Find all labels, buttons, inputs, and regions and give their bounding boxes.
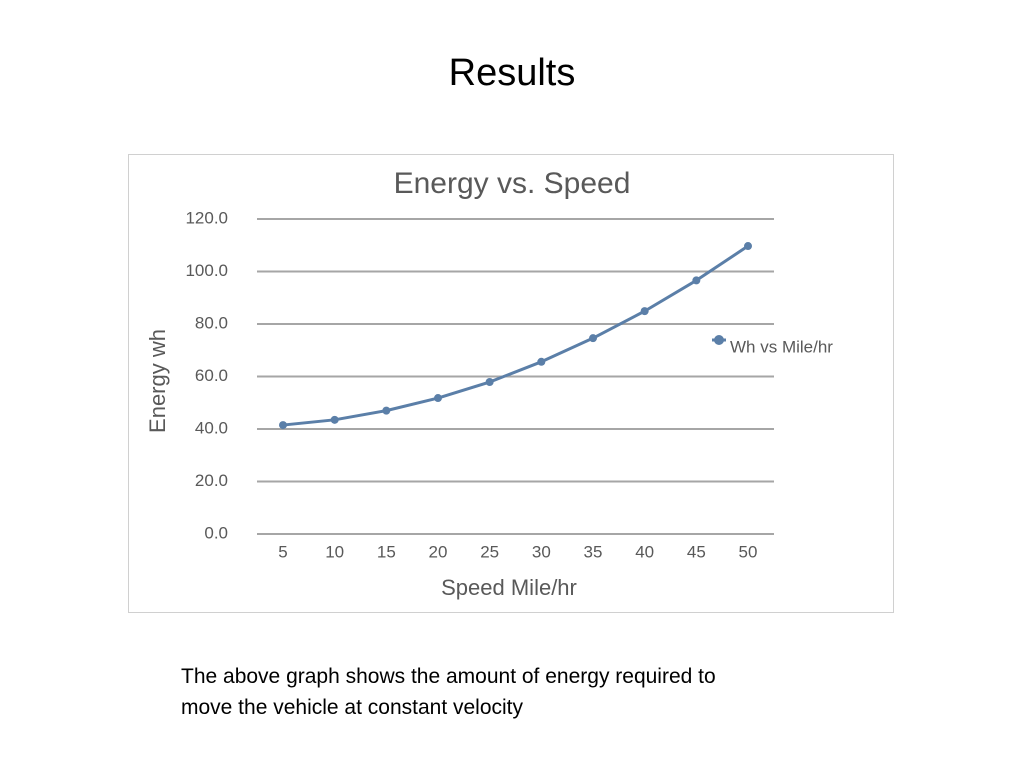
x-tick-label: 40 — [635, 542, 654, 561]
legend-label: Wh vs Mile/hr — [730, 337, 833, 356]
x-tick-label: 30 — [532, 542, 551, 561]
legend: Wh vs Mile/hr — [712, 335, 833, 356]
x-tick-label: 20 — [429, 542, 448, 561]
chart-frame: Energy vs. Speed 0.0 20.0 40.0 60.0 80.0 100.… — [128, 154, 894, 613]
slide-title: Results — [448, 52, 576, 94]
data-point — [692, 276, 701, 285]
data-point — [279, 421, 287, 430]
y-axis-label: Energy wh — [145, 329, 170, 433]
data-point — [589, 334, 597, 343]
series-layer — [279, 242, 752, 430]
data-point — [382, 406, 391, 415]
legend-marker — [714, 335, 724, 345]
series-line — [281, 244, 750, 427]
x-tick-label: 35 — [584, 542, 603, 561]
caption-line-2: move the vehicle at constant velocity — [181, 696, 524, 719]
data-point — [537, 357, 546, 366]
y-tick-label: 100.0 — [185, 261, 228, 280]
data-point — [330, 415, 339, 424]
data-point — [434, 394, 442, 403]
y-tick-label: 40.0 — [195, 418, 228, 437]
caption: The above graph shows the amount of ener… — [181, 661, 821, 723]
y-tick-label: 60.0 — [195, 366, 228, 385]
x-tick-label: 50 — [739, 542, 758, 561]
y-axis-tick-labels: 0.0 20.0 40.0 60.0 80.0 100.0 120.0 — [185, 208, 228, 542]
energy-speed-chart: Energy vs. Speed 0.020.040.060.080.0100.… — [145, 167, 833, 600]
x-tick-label: 5 — [278, 542, 287, 561]
x-tick-label: 10 — [325, 542, 344, 561]
y-tick-label: 80.0 — [195, 313, 228, 332]
y-tick-label: 120.0 — [185, 208, 228, 227]
x-axis-label: Speed Mile/hr — [441, 575, 577, 600]
gridlines — [257, 218, 774, 535]
chart-title: Energy vs. Speed — [394, 167, 631, 200]
data-point — [485, 378, 494, 387]
y-tick-label: 20.0 — [195, 471, 228, 490]
y-tick-label: 0.0 — [204, 523, 228, 542]
x-tick-label: 15 — [377, 542, 396, 561]
caption-line-1: The above graph shows the amount of ener… — [181, 665, 716, 688]
x-tick-label: 25 — [480, 542, 499, 561]
data-point — [744, 242, 752, 251]
x-axis-tick-labels: 5 10 15 20 25 30 35 40 45 50 — [278, 542, 757, 561]
data-point — [640, 307, 649, 316]
x-tick-label: 45 — [687, 542, 706, 561]
